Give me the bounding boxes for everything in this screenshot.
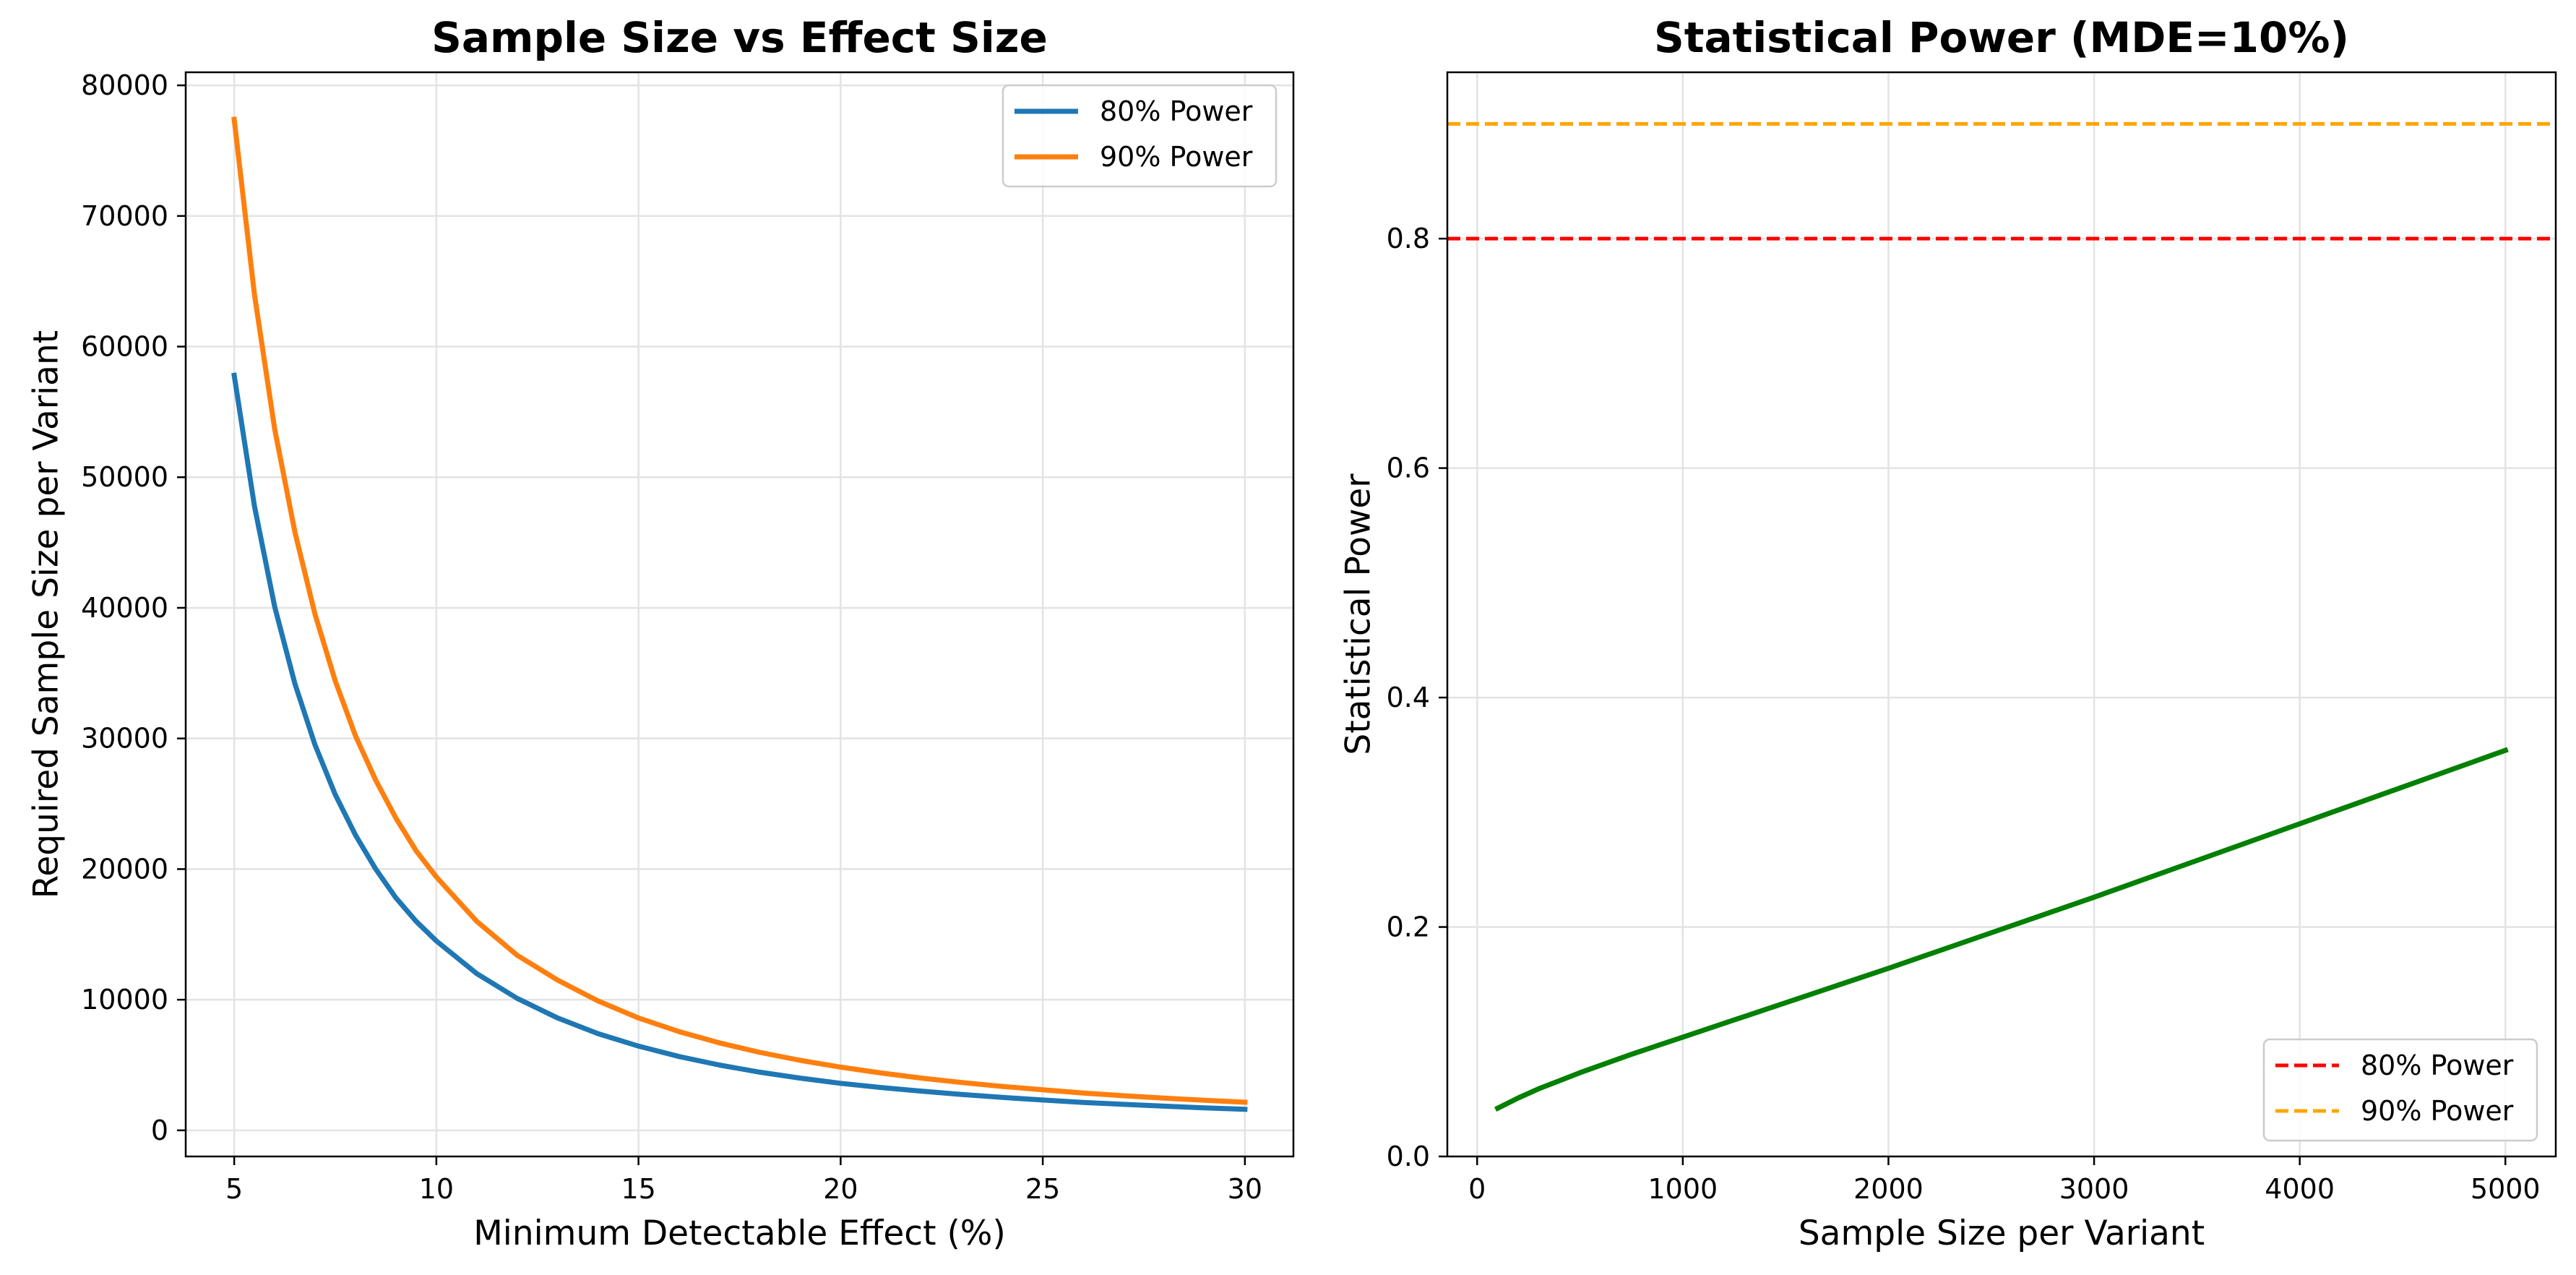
- chart0-grid: [186, 72, 1293, 1156]
- chart0-y-tick-label: 20000: [81, 853, 168, 885]
- chart0-y-tick-label: 70000: [81, 200, 168, 232]
- chart0-legend: 80% Power 90% Power: [1001, 84, 1278, 188]
- chart0-x-tick-label: 10: [419, 1173, 454, 1205]
- chart0-y-tick-label: 30000: [81, 723, 168, 755]
- chart0-series-line-1: [231, 116, 1248, 1105]
- chart0-y-axis-label: Required Sample Size per Variant: [27, 330, 66, 898]
- chart0-y-tick-label: 40000: [81, 592, 168, 624]
- chart0-y-tick-label: 60000: [81, 331, 168, 363]
- chart0-y-tick-label: 50000: [81, 461, 168, 493]
- chart1-marks: [1447, 121, 2556, 1112]
- chart0-x-axis-label: Minimum Detectable Effect (%): [473, 1214, 1006, 1253]
- chart1-y-axis-label: Statistical Power: [1339, 473, 1379, 755]
- chart0-legend-label-0: 80% Power: [1100, 95, 1253, 127]
- chart0-x-tick-label: 15: [621, 1173, 655, 1205]
- chart1-y-tick-label: 0.2: [1387, 911, 1430, 943]
- chart1-x-tick-label: 5000: [2471, 1173, 2541, 1205]
- chart1-plot-frame: [1446, 71, 2557, 1158]
- chart0-series-line-0: [231, 372, 1248, 1112]
- chart0-axes: 5 10 15 20 25 30 0 10000 20000 30000 40000 50000 600…: [81, 69, 1262, 1205]
- chart1-x-tick-label: 2000: [1853, 1173, 1924, 1205]
- chart0-plot-frame: [184, 71, 1295, 1158]
- chart1-y-tick-label: 0.4: [1387, 682, 1430, 713]
- chart-sample-size-vs-effect-size: 5 10 15 20 25 30 0 10000 20000 30000 40000 50000 600…: [27, 13, 1295, 1253]
- chart1-x-tick-label: 4000: [2265, 1173, 2335, 1205]
- chart0-x-tick-label: 5: [225, 1173, 243, 1205]
- chart1-x-tick-label: 3000: [2059, 1173, 2129, 1205]
- chart0-legend-label-1: 90% Power: [1100, 141, 1253, 173]
- chart1-x-axis-label: Sample Size per Variant: [1799, 1214, 2205, 1253]
- chart1-legend-label-1: 90% Power: [2361, 1095, 2514, 1127]
- chart0-x-tick-label: 20: [823, 1173, 858, 1205]
- chart0-title: Sample Size vs Effect Size: [431, 13, 1048, 62]
- chart-statistical-power: 0 1000 2000 3000 4000 5000 0.0 0.2 0.4 0.6 0.8 Sta…: [1339, 13, 2557, 1253]
- chart1-series-line-0: [1494, 747, 2509, 1112]
- chart1-x-tick-label: 1000: [1648, 1173, 1718, 1205]
- chart1-y-tick-label: 0.8: [1387, 223, 1430, 254]
- chart0-x-tick-label: 30: [1228, 1173, 1262, 1205]
- chart1-legend: 80% Power 90% Power: [2262, 1038, 2538, 1142]
- chart0-y-tick-label: 0: [151, 1115, 168, 1146]
- chart1-y-tick-label: 0.0: [1387, 1141, 1430, 1172]
- chart0-y-tick-label: 10000: [81, 984, 168, 1016]
- chart0-x-tick-label: 25: [1025, 1173, 1060, 1205]
- chart1-x-tick-label: 0: [1468, 1173, 1486, 1205]
- chart1-legend-label-0: 80% Power: [2361, 1049, 2514, 1081]
- chart0-marks: [231, 116, 1248, 1112]
- chart1-title: Statistical Power (MDE=10%): [1654, 13, 2349, 62]
- chart0-y-tick-label: 80000: [81, 69, 168, 101]
- chart1-axes: 0 1000 2000 3000 4000 5000 0.0 0.2 0.4 0.6 0.8: [1387, 223, 2541, 1205]
- chart1-y-tick-label: 0.6: [1387, 452, 1430, 484]
